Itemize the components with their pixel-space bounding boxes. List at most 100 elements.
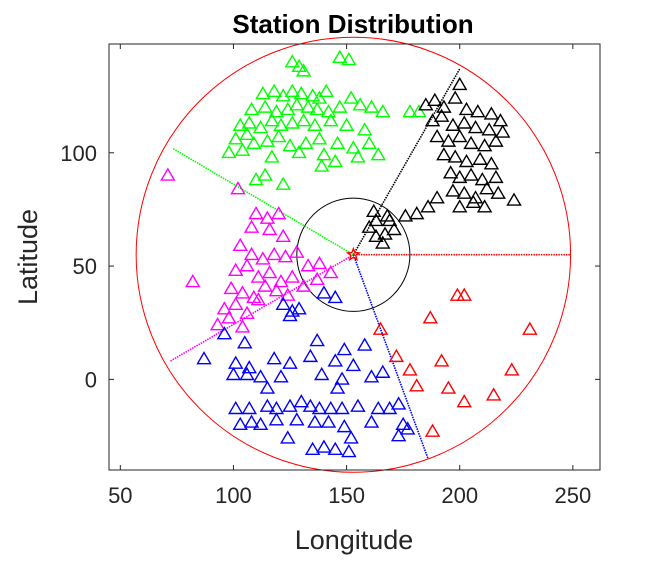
- data-point: [504, 362, 520, 376]
- data-point: [334, 400, 350, 415]
- data-point: [370, 400, 386, 415]
- data-point: [311, 90, 328, 104]
- data-point: [291, 301, 307, 315]
- data-point: [309, 271, 325, 286]
- data-point: [323, 264, 339, 279]
- data-point: [307, 117, 323, 131]
- data-point: [341, 443, 357, 458]
- data-point: [488, 169, 504, 184]
- data-point: [327, 153, 343, 168]
- data-point: [266, 83, 282, 97]
- data-point: [483, 106, 500, 120]
- data-point: [209, 317, 226, 331]
- data-point: [456, 115, 472, 129]
- data-point: [243, 219, 260, 233]
- data-point: [433, 353, 450, 367]
- x-tick-label: 50: [108, 483, 132, 508]
- data-point: [440, 380, 457, 394]
- data-point: [442, 165, 459, 179]
- data-point: [304, 441, 321, 455]
- data-point: [227, 355, 244, 369]
- data-point: [451, 199, 468, 213]
- data-point: [295, 113, 312, 127]
- data-point: [307, 414, 323, 428]
- center-star-marker: [345, 246, 361, 262]
- data-point: [492, 113, 509, 127]
- series-group: [160, 167, 339, 333]
- data-point: [327, 353, 343, 367]
- y-tick-label: 50: [73, 254, 97, 279]
- data-point: [411, 104, 427, 118]
- data-point: [409, 206, 425, 220]
- data-point: [239, 366, 255, 381]
- data-point: [467, 119, 484, 134]
- data-point: [433, 108, 450, 122]
- data-point: [356, 122, 373, 136]
- data-point: [375, 235, 391, 249]
- data-point: [363, 99, 380, 113]
- data-point: [361, 219, 377, 233]
- data-point: [270, 206, 287, 220]
- data-point: [320, 104, 337, 118]
- data-point: [338, 117, 355, 131]
- data-point: [370, 147, 386, 161]
- data-point: [266, 246, 282, 261]
- data-point: [302, 398, 319, 412]
- data-point: [248, 206, 264, 220]
- data-point: [266, 351, 282, 365]
- data-point: [216, 326, 233, 340]
- data-point: [506, 192, 522, 206]
- data-point: [390, 396, 407, 410]
- sector-line: [169, 254, 354, 362]
- data-point: [485, 387, 502, 401]
- data-point: [429, 190, 445, 204]
- data-point: [368, 228, 384, 242]
- data-point: [257, 99, 273, 113]
- data-point: [463, 135, 479, 150]
- data-point: [483, 156, 500, 170]
- data-point: [436, 99, 452, 113]
- data-point: [472, 151, 488, 165]
- data-point: [345, 140, 362, 154]
- y-tick-label: 0: [85, 367, 97, 392]
- data-point: [225, 366, 242, 381]
- data-point: [399, 421, 416, 435]
- data-point: [250, 292, 267, 306]
- data-point: [234, 285, 251, 299]
- outer-circle: [135, 36, 572, 473]
- data-point: [313, 366, 330, 381]
- data-point: [458, 153, 475, 168]
- data-point: [313, 158, 330, 172]
- data-point: [311, 131, 328, 145]
- data-point: [221, 144, 237, 159]
- data-point: [316, 285, 332, 299]
- data-point: [372, 321, 389, 335]
- data-point: [259, 380, 276, 394]
- data-point: [494, 124, 511, 138]
- data-point: [390, 428, 407, 442]
- x-axis: 50 100 150 200 250: [108, 44, 591, 508]
- data-point: [309, 101, 325, 116]
- data-point: [456, 185, 472, 199]
- data-point: [284, 115, 300, 129]
- data-point: [275, 228, 291, 242]
- data-point: [329, 380, 346, 394]
- data-point: [275, 296, 291, 310]
- data-point: [350, 398, 366, 412]
- data-point: [259, 398, 276, 412]
- data-point: [470, 104, 486, 118]
- data-point: [241, 115, 258, 129]
- y-tick-label: 100: [60, 141, 97, 166]
- data-point: [309, 332, 325, 347]
- data-point: [368, 212, 384, 227]
- data-point: [239, 258, 255, 272]
- axes-box: [108, 43, 601, 471]
- data-point: [243, 101, 260, 116]
- data-point: [282, 398, 298, 412]
- series-group: [361, 76, 522, 249]
- data-point: [329, 135, 346, 150]
- data-point: [239, 305, 255, 320]
- data-point: [420, 199, 436, 213]
- data-point: [293, 85, 310, 100]
- data-point: [270, 129, 287, 143]
